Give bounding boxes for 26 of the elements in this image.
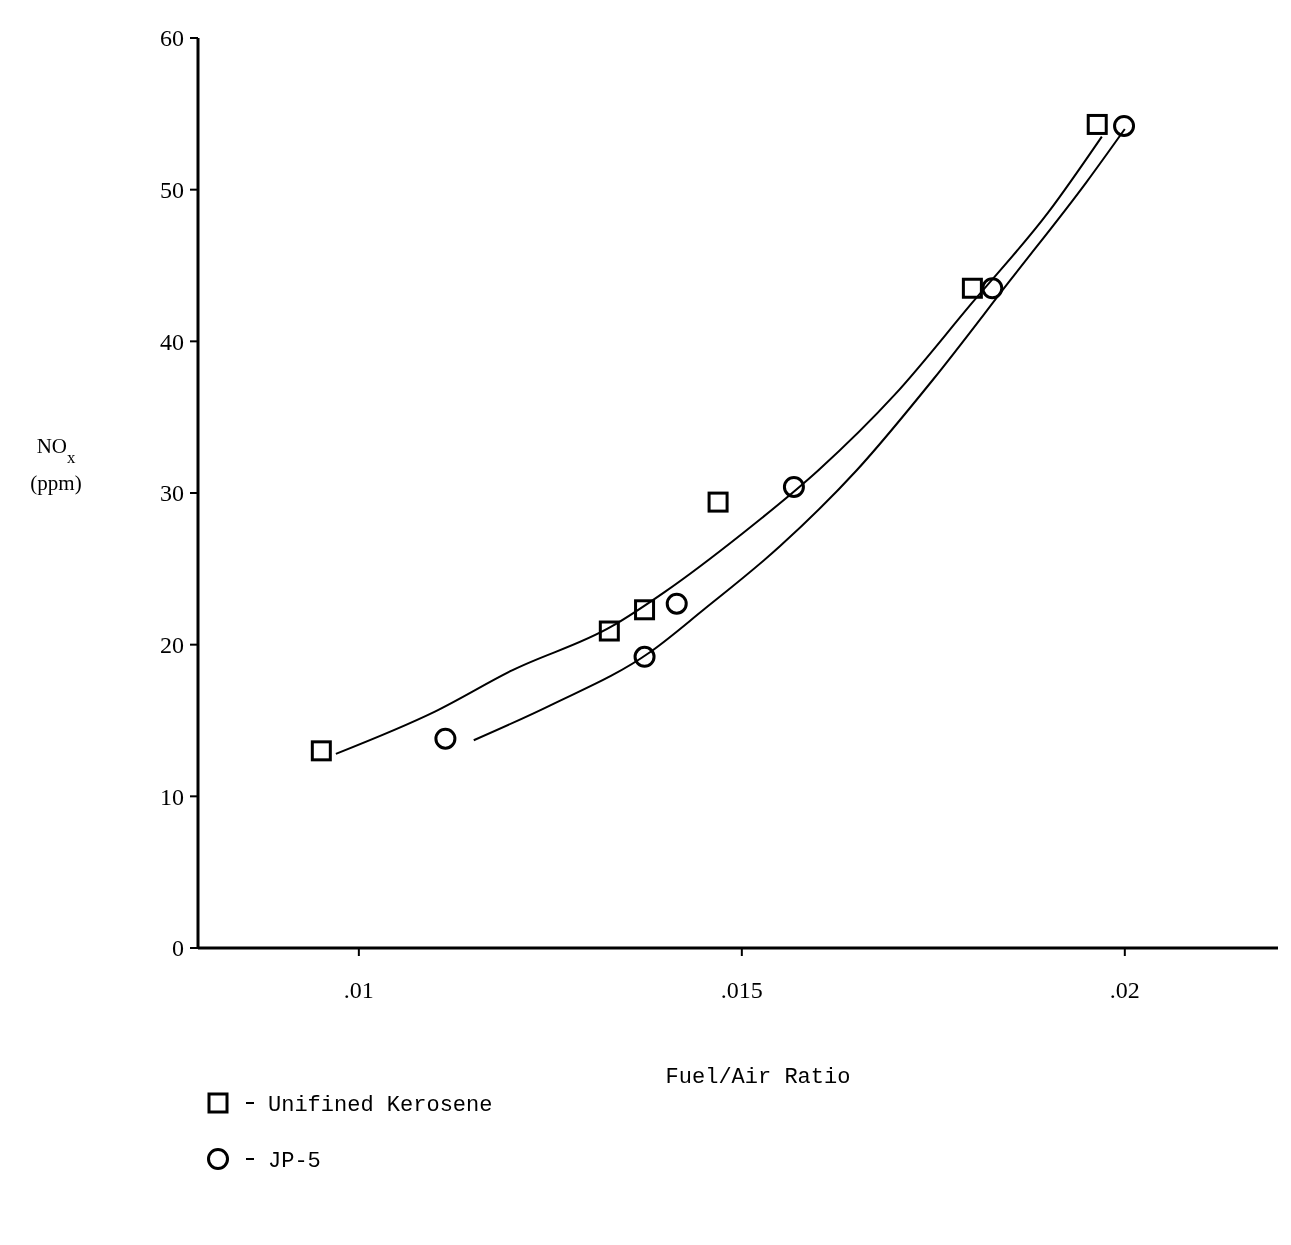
y-tick-label: 0: [172, 935, 184, 962]
point: [665, 592, 688, 615]
x-axis-title: Fuel/Air Ratio: [665, 1065, 851, 1090]
point: [633, 645, 656, 668]
point: [1113, 114, 1136, 137]
point: [961, 277, 983, 299]
point: [310, 740, 332, 762]
y-tick-label: 10: [160, 783, 184, 810]
point: [707, 491, 729, 513]
y-tick-label: 20: [160, 632, 184, 659]
y-axis-title: NO$_{x}$ (ppm): [30, 434, 82, 495]
x-tick-label: .01: [343, 977, 374, 1003]
point: [634, 599, 656, 621]
point: [782, 475, 805, 498]
x-tick-label: .02: [1109, 977, 1140, 1003]
y-tick-label: 30: [160, 480, 184, 507]
legend-label: Unifined Kerosene: [268, 1092, 493, 1118]
point: [598, 620, 620, 642]
point: [1086, 113, 1108, 135]
y-tick-label: 40: [160, 328, 184, 355]
y-tick-label: 50: [160, 177, 184, 204]
y-tick-label: 60: [160, 25, 184, 52]
point: [981, 277, 1004, 300]
legend-label: JP-5: [268, 1148, 321, 1174]
point: [434, 727, 457, 750]
x-tick-label: .015: [720, 977, 763, 1003]
